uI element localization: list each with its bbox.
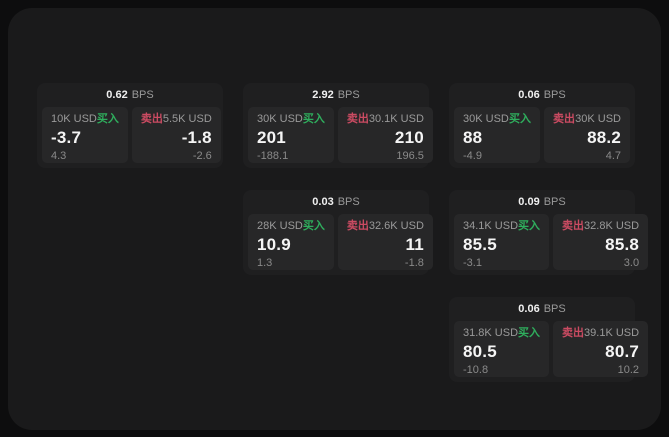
buy-panel[interactable]: 30K USD 买入 88 -4.9 — [454, 107, 540, 163]
sell-panel[interactable]: 卖出 30K USD 88.2 4.7 — [544, 107, 630, 163]
buy-tag: 买入 — [509, 113, 531, 125]
sell-tag: 卖出 — [140, 113, 163, 125]
sell-tag: 卖出 — [346, 113, 369, 125]
buy-price: 201 — [257, 128, 286, 147]
buy-price: -3.7 — [51, 128, 82, 147]
sell-amount-label: 30.1K USD — [368, 113, 424, 125]
quote-card: 0.03 BPS 28K USD 买入 10.9 1.3 卖出 32.6K US… — [243, 190, 433, 275]
bps-unit-label: BPS — [543, 88, 566, 101]
sell-change: -2.6 — [192, 150, 212, 162]
sell-change: 3.0 — [623, 257, 640, 269]
sell-panel[interactable]: 卖出 30.1K USD 210 196.5 — [337, 107, 433, 163]
sell-change: 10.2 — [617, 364, 640, 376]
sell-price: 85.8 — [605, 235, 640, 254]
quote-card: 0.06 BPS 30K USD 买入 88 -4.9 卖出 30K USD 8… — [449, 83, 635, 168]
sell-change: 196.5 — [396, 150, 424, 162]
sell-price: 80.7 — [605, 342, 640, 361]
sell-change: -1.8 — [404, 257, 424, 269]
buy-change: 4.3 — [51, 150, 67, 162]
buy-tag: 买入 — [518, 327, 541, 339]
bps-header: 0.09 BPS — [449, 190, 635, 214]
bps-header: 0.03 BPS — [243, 190, 429, 214]
buy-tag: 买入 — [518, 220, 541, 232]
buy-panel[interactable]: 34.1K USD 买入 85.5 -3.1 — [454, 214, 550, 270]
sell-amount-label: 32.6K USD — [368, 220, 424, 232]
buy-price: 10.9 — [257, 235, 291, 254]
sell-price: 88.2 — [587, 128, 621, 147]
buy-amount-label: 30K USD — [463, 113, 509, 125]
buy-change: 1.3 — [257, 257, 273, 269]
bps-header: 0.06 BPS — [449, 297, 635, 321]
sell-price: 11 — [405, 235, 424, 254]
bps-value: 2.92 — [312, 88, 334, 101]
bps-unit-label: BPS — [131, 88, 154, 101]
buy-panel[interactable]: 28K USD 买入 10.9 1.3 — [248, 214, 334, 270]
buy-change: -3.1 — [463, 257, 482, 269]
bps-unit-label: BPS — [543, 195, 566, 208]
sell-panel[interactable]: 卖出 39.1K USD 80.7 10.2 — [553, 321, 649, 377]
sell-change: 4.7 — [605, 150, 621, 162]
buy-panel[interactable]: 30K USD 买入 201 -188.1 — [248, 107, 334, 163]
quote-card: 2.92 BPS 30K USD 买入 201 -188.1 卖出 30.1K … — [243, 83, 433, 168]
buy-tag: 买入 — [96, 113, 119, 125]
sell-panel[interactable]: 卖出 32.8K USD 85.8 3.0 — [553, 214, 649, 270]
sell-tag: 卖出 — [562, 327, 585, 339]
bps-unit-label: BPS — [337, 88, 360, 101]
bps-value: 0.06 — [518, 302, 540, 315]
bps-unit-label: BPS — [543, 302, 566, 315]
bps-header: 0.62 BPS — [37, 83, 223, 107]
buy-change: -10.8 — [463, 364, 489, 376]
buy-tag: 买入 — [302, 220, 325, 232]
buy-amount-label: 28K USD — [257, 220, 303, 232]
buy-amount-label: 31.8K USD — [463, 327, 519, 339]
sell-price: -1.8 — [181, 128, 212, 147]
sell-price: 210 — [394, 128, 424, 147]
buy-price: 85.5 — [463, 235, 497, 254]
sell-amount-label: 30K USD — [575, 113, 621, 125]
bps-unit-label: BPS — [337, 195, 360, 208]
buy-amount-label: 34.1K USD — [463, 220, 519, 232]
bps-value: 0.06 — [518, 88, 540, 101]
quote-card: 0.06 BPS 31.8K USD 买入 80.5 -10.8 卖出 39.1… — [449, 297, 649, 382]
quote-card: 0.09 BPS 34.1K USD 买入 85.5 -3.1 卖出 32.8K… — [449, 190, 649, 275]
buy-amount-label: 30K USD — [257, 113, 303, 125]
sell-tag: 卖出 — [562, 220, 585, 232]
buy-amount-label: 10K USD — [51, 113, 97, 125]
buy-price: 80.5 — [463, 342, 497, 361]
bps-header: 2.92 BPS — [243, 83, 429, 107]
sell-tag: 卖出 — [553, 113, 575, 125]
bps-value: 0.62 — [106, 88, 128, 101]
buy-change: -4.9 — [463, 150, 482, 162]
sell-amount-label: 32.8K USD — [584, 220, 640, 232]
quote-card-grid: 0.62 BPS 10K USD 买入 -3.7 4.3 卖出 5.5K USD… — [37, 83, 649, 382]
bps-value: 0.09 — [518, 195, 540, 208]
buy-change: -188.1 — [257, 150, 289, 162]
sell-amount-label: 39.1K USD — [584, 327, 640, 339]
quote-card: 0.62 BPS 10K USD 买入 -3.7 4.3 卖出 5.5K USD… — [37, 83, 223, 168]
bps-header: 0.06 BPS — [449, 83, 635, 107]
sell-tag: 卖出 — [346, 220, 369, 232]
buy-panel[interactable]: 31.8K USD 买入 80.5 -10.8 — [454, 321, 550, 377]
sell-panel[interactable]: 卖出 5.5K USD -1.8 -2.6 — [131, 107, 221, 163]
buy-panel[interactable]: 10K USD 买入 -3.7 4.3 — [42, 107, 128, 163]
bps-value: 0.03 — [312, 195, 334, 208]
sell-amount-label: 5.5K USD — [162, 113, 212, 125]
sell-panel[interactable]: 卖出 32.6K USD 11 -1.8 — [337, 214, 433, 270]
buy-tag: 买入 — [302, 113, 325, 125]
buy-price: 88 — [463, 128, 483, 147]
